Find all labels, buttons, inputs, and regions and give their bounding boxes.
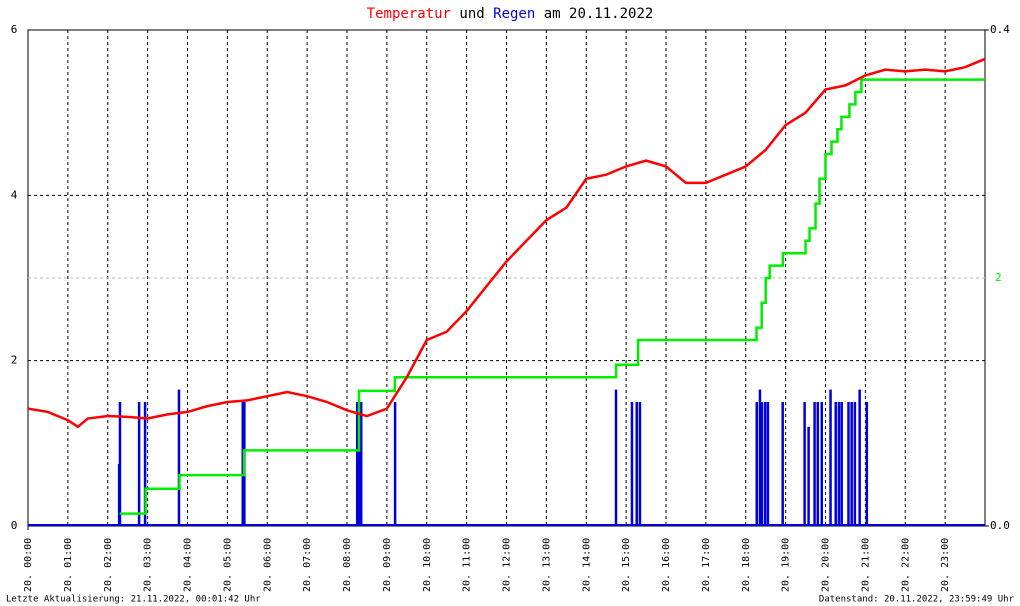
- x-tick-label: 20. 18:00: [741, 538, 752, 592]
- rain-bar: [850, 402, 853, 526]
- x-tick-label: 20. 06:00: [262, 538, 273, 592]
- x-tick-label: 20. 11:00: [462, 538, 473, 592]
- rain-bar: [807, 426, 810, 526]
- x-tick-label: 20. 05:00: [222, 538, 233, 592]
- temperature-line: [27, 57, 986, 429]
- x-tick-label: 20. 19:00: [781, 538, 792, 592]
- x-tick-label: 20. 12:00: [502, 538, 513, 592]
- y3-tick-label: 2: [995, 271, 1002, 284]
- rain-bar: [781, 402, 784, 526]
- rain-bar: [614, 389, 618, 526]
- rain-bar: [853, 402, 857, 526]
- rain-bar: [837, 402, 841, 526]
- title-rain: Regen: [493, 6, 535, 22]
- x-tick-label: 20. 01:00: [63, 538, 74, 592]
- x-tick-label: 20. 08:00: [342, 538, 353, 592]
- rain-bar: [118, 402, 122, 526]
- x-tick-label: 20. 02:00: [103, 538, 114, 592]
- title-temperature: Temperatur: [367, 6, 451, 22]
- x-tick-label: 20. 04:00: [183, 538, 194, 592]
- x-tick-label: 20. 09:00: [382, 538, 393, 592]
- rain-bar: [834, 402, 837, 526]
- rain-bar: [840, 402, 843, 526]
- title-joiner: und: [459, 6, 484, 22]
- chart-title: Temperatur und Regen am 20.11.2022: [367, 6, 654, 22]
- rain-bar: [816, 402, 820, 526]
- rain-bar: [635, 402, 638, 526]
- x-tick-label: 20. 00:00: [23, 538, 34, 592]
- x-tick-label: 20. 14:00: [581, 538, 592, 592]
- x-tick-label: 20. 20:00: [821, 538, 832, 592]
- rain-bar: [355, 402, 359, 526]
- rain-bar: [638, 402, 642, 526]
- y-tick-label: 4: [11, 188, 18, 201]
- footer-left: Letzte Aktualisierung: 21.11.2022, 00:01…: [6, 595, 261, 605]
- rain-bar: [755, 402, 759, 526]
- rain-bar: [865, 402, 869, 526]
- rain-sum-line: [119, 78, 985, 515]
- footer-right: Datenstand: 20.11.2022, 23:59:49 Uhr: [819, 595, 1015, 605]
- rain-bar: [858, 389, 861, 526]
- x-tick-label: 20. 15:00: [621, 538, 632, 592]
- x-tick-label: 20. 10:00: [422, 538, 433, 592]
- rain-bar: [760, 402, 764, 526]
- x-tick-label: 20. 13:00: [541, 538, 552, 592]
- y-tick-label: 6: [11, 23, 18, 36]
- x-tick-label: 20. 07:00: [302, 538, 313, 592]
- rain-bar: [813, 402, 816, 526]
- x-tick-label: 20. 17:00: [701, 538, 712, 592]
- title-suffix: am 20.11.2022: [544, 6, 654, 22]
- x-tick-label: 20. 23:00: [940, 538, 951, 592]
- rain-bar: [143, 402, 147, 526]
- rain-bar: [829, 389, 832, 526]
- rain-bar: [630, 402, 634, 526]
- x-tick-label: 20. 03:00: [143, 538, 154, 592]
- x-tick-label: 20. 22:00: [900, 538, 911, 592]
- y-tick-label: 2: [11, 354, 18, 367]
- y2-tick-label: 0.0: [990, 519, 1010, 532]
- rain-bar: [758, 389, 762, 526]
- x-tick-label: 20. 21:00: [860, 538, 871, 592]
- rain-bar: [177, 389, 181, 526]
- y2-tick-label: 0.4: [990, 23, 1010, 36]
- rain-bar: [359, 402, 363, 526]
- rain-bar: [241, 402, 245, 526]
- rain-bar: [847, 402, 850, 526]
- x-tick-label: 20. 16:00: [661, 538, 672, 592]
- rain-bar: [393, 402, 397, 526]
- rain-bar: [137, 402, 141, 526]
- rain-bar: [803, 402, 806, 526]
- rain-bar: [763, 402, 767, 526]
- rain-bar: [766, 402, 770, 526]
- rain-bar: [820, 402, 824, 526]
- rain-bar: [357, 402, 361, 526]
- y-tick-label: 0: [11, 519, 18, 532]
